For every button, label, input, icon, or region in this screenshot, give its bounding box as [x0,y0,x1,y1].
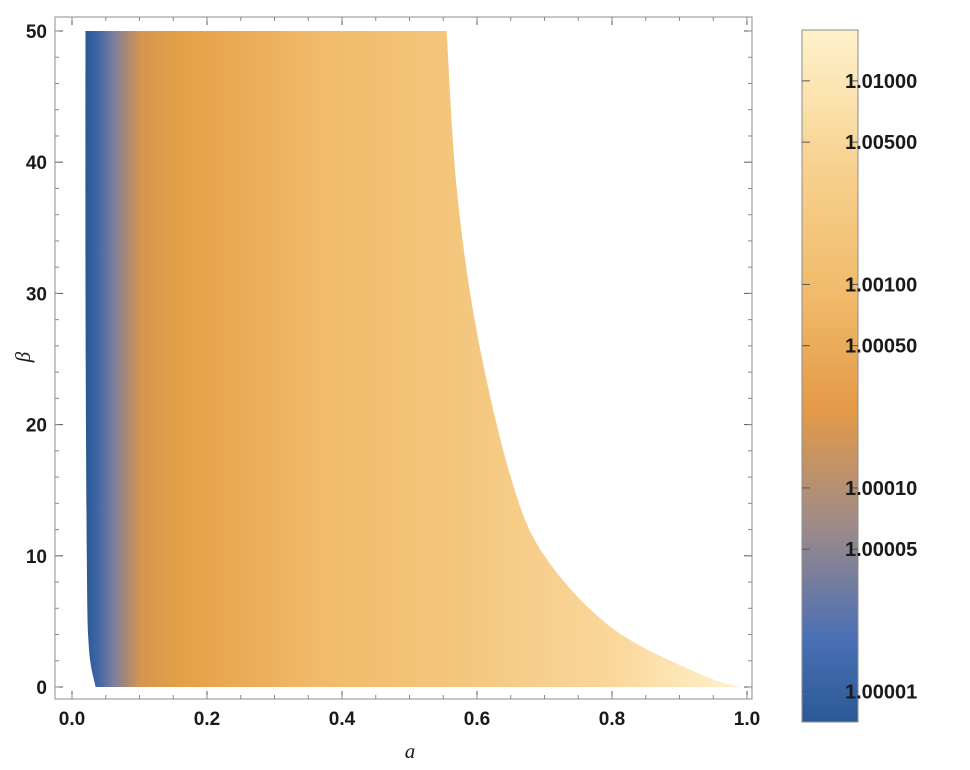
y-tick-label: 30 [26,284,47,305]
y-axis-ticks: 0 10 20 30 40 50 [26,22,752,699]
colorbar [801,29,859,723]
x-tick-label: 1.0 [734,709,760,730]
y-axis-label: β [11,351,35,363]
plot-frame [54,16,753,700]
y-tick-label: 10 [26,547,47,568]
colorbar-tick-label: 1.00010 [845,478,917,500]
x-tick-label: 0.0 [59,709,85,730]
colorbar-ticks: 1.01000 1.00500 1.00100 1.00050 1.00010 1.000… [802,71,917,703]
colorbar-tick-label: 1.00005 [845,539,917,561]
y-tick-label: 0 [36,678,47,699]
y-tick-label: 40 [26,153,47,174]
x-tick-label: 0.6 [464,709,490,730]
y-tick-label: 20 [26,416,47,437]
colorbar-tick-label: 1.01000 [845,71,917,93]
x-axis-ticks: 0.0 0.2 0.4 0.6 0.8 1.0 [59,17,760,730]
colorbar-tick-label: 1.00100 [845,274,917,296]
colorbar-tick-label: 1.00500 [845,132,917,154]
y-tick-label: 50 [26,22,47,43]
colorbar-tick-label: 1.00050 [845,336,917,358]
density-region [85,31,741,687]
x-tick-label: 0.8 [599,709,625,730]
x-axis-label: a [405,739,416,763]
colorbar-tick-label: 1.00001 [845,681,917,703]
x-tick-label: 0.4 [329,709,356,730]
x-tick-label: 0.2 [194,709,220,730]
